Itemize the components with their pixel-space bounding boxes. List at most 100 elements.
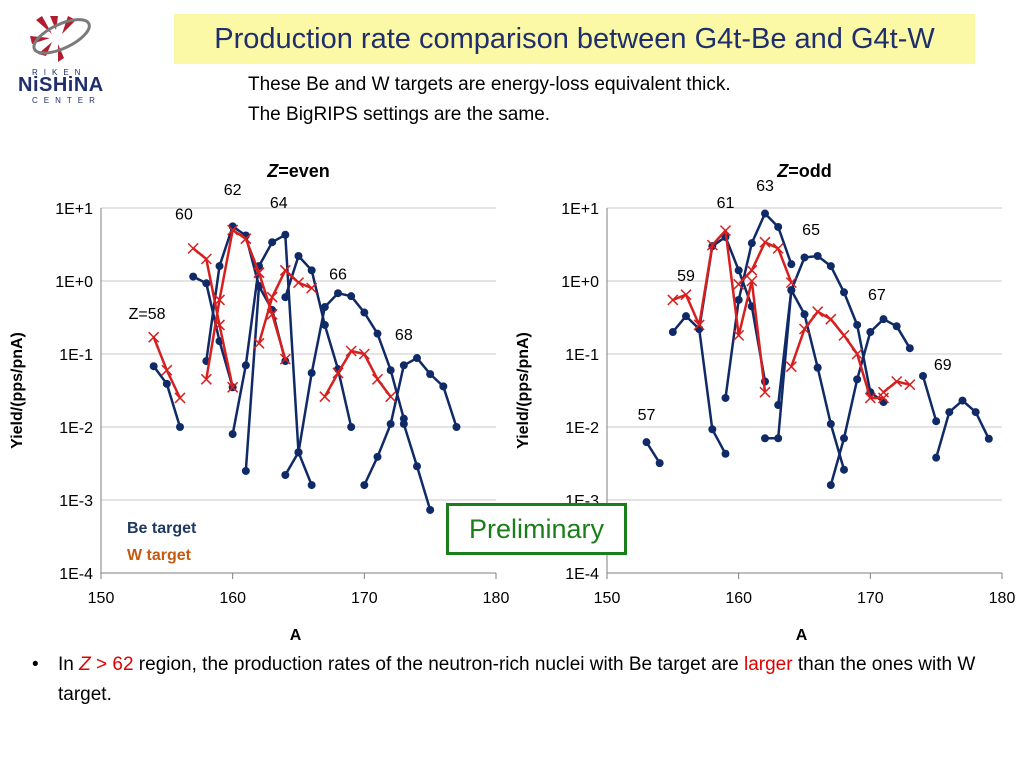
w-marker-stroke bbox=[345, 345, 357, 357]
w-data-point bbox=[719, 225, 732, 237]
be-data-point bbox=[373, 329, 382, 338]
be-data-point bbox=[840, 434, 848, 443]
w-data-point bbox=[706, 239, 718, 251]
be-data-point bbox=[840, 288, 848, 297]
w-marker-stroke bbox=[680, 289, 692, 301]
be-series-line bbox=[297, 451, 313, 486]
w-data-point bbox=[358, 348, 370, 360]
w-data-point bbox=[292, 277, 305, 289]
x-axis-title: A bbox=[290, 627, 302, 644]
be-data-point bbox=[176, 423, 184, 431]
be-data-point bbox=[826, 419, 835, 428]
be-data-point bbox=[945, 408, 954, 417]
be-data-point bbox=[426, 505, 435, 514]
w-marker-stroke bbox=[693, 319, 705, 331]
w-marker-stroke bbox=[785, 361, 797, 373]
isotope-z-label: 64 bbox=[270, 195, 288, 212]
be-data-point bbox=[721, 393, 730, 402]
w-data-point bbox=[693, 319, 705, 331]
w-marker-stroke bbox=[667, 294, 679, 306]
x-tick-label: 170 bbox=[351, 590, 378, 607]
legend-w-target: W target bbox=[127, 547, 192, 564]
w-data-point bbox=[240, 233, 252, 245]
w-marker-stroke bbox=[279, 353, 291, 365]
logo-top-text: RIKEN bbox=[32, 68, 87, 77]
be-series-line bbox=[921, 375, 938, 422]
subtitle-line-1: These Be and W targets are energy-loss e… bbox=[248, 74, 731, 95]
w-data-point bbox=[733, 329, 745, 341]
bullet-highlight: larger bbox=[744, 654, 793, 675]
x-tick-label: 180 bbox=[483, 590, 510, 607]
w-marker-stroke bbox=[161, 364, 173, 376]
w-data-point bbox=[680, 289, 692, 301]
be-data-point bbox=[813, 363, 822, 372]
w-data-point bbox=[227, 224, 239, 236]
isotope-z-label: 67 bbox=[868, 287, 886, 304]
chart-title: Z=even bbox=[266, 161, 330, 181]
x-tick-label: 180 bbox=[989, 590, 1016, 607]
y-tick-label: 1E+0 bbox=[55, 274, 93, 291]
y-tick-label: 1E+0 bbox=[561, 274, 599, 291]
be-data-point bbox=[241, 466, 250, 475]
y-tick-label: 1E-4 bbox=[59, 566, 93, 583]
be-series-line bbox=[671, 314, 727, 455]
w-marker-stroke bbox=[891, 375, 903, 388]
w-marker-stroke bbox=[174, 392, 186, 404]
be-data-point bbox=[413, 354, 421, 363]
be-data-point bbox=[734, 266, 743, 275]
bullet-cond: > 62 bbox=[90, 654, 134, 675]
be-data-point bbox=[189, 272, 198, 281]
y-axis-title: Yield/(pps/pnA) bbox=[515, 332, 532, 449]
w-marker-stroke bbox=[746, 264, 758, 276]
be-data-point bbox=[747, 239, 756, 248]
y-tick-label: 1E-1 bbox=[565, 347, 599, 364]
w-marker-stroke bbox=[227, 224, 239, 236]
x-axis-title: A bbox=[796, 627, 808, 644]
be-data-point bbox=[826, 481, 835, 490]
chart-title-italic: Z bbox=[776, 161, 789, 181]
be-data-point bbox=[294, 448, 303, 457]
y-tick-label: 1E+1 bbox=[55, 201, 93, 218]
be-data-point bbox=[334, 289, 342, 298]
w-marker-stroke bbox=[904, 379, 916, 391]
w-data-point bbox=[200, 253, 212, 265]
w-marker-stroke bbox=[266, 308, 278, 320]
be-data-point bbox=[655, 459, 664, 468]
be-data-point bbox=[761, 209, 769, 218]
be-data-point bbox=[386, 366, 395, 375]
be-data-point bbox=[413, 462, 421, 471]
y-tick-label: 1E-2 bbox=[59, 420, 93, 437]
be-data-point bbox=[360, 481, 369, 490]
be-data-point bbox=[932, 453, 941, 462]
w-marker-stroke bbox=[253, 267, 265, 279]
w-data-point bbox=[812, 306, 824, 318]
be-data-point bbox=[787, 260, 796, 269]
w-marker-stroke bbox=[200, 253, 212, 265]
be-data-point bbox=[721, 449, 730, 458]
w-marker-stroke bbox=[227, 381, 239, 393]
be-data-point bbox=[774, 222, 783, 231]
w-marker-stroke bbox=[213, 319, 226, 331]
w-data-point bbox=[864, 392, 876, 404]
be-series-line bbox=[829, 317, 911, 486]
be-data-point bbox=[360, 308, 369, 317]
w-marker-stroke bbox=[877, 386, 890, 398]
w-data-point bbox=[279, 264, 291, 276]
w-marker-stroke bbox=[759, 236, 771, 248]
be-data-point bbox=[971, 408, 980, 417]
be-data-point bbox=[439, 382, 448, 391]
legend-be-target: Be target bbox=[127, 520, 197, 537]
preliminary-badge: Preliminary bbox=[446, 503, 627, 555]
be-series-line bbox=[284, 254, 353, 428]
be-data-point bbox=[202, 279, 211, 288]
be-data-point bbox=[800, 310, 809, 319]
chart-title-rest: =odd bbox=[788, 161, 832, 181]
bullet-text: In Z > 62 region, the production rates o… bbox=[58, 650, 988, 710]
be-data-point bbox=[241, 361, 250, 370]
y-tick-label: 1E-1 bbox=[59, 347, 93, 364]
be-data-point bbox=[281, 471, 290, 480]
w-data-point bbox=[279, 353, 291, 365]
w-series-line bbox=[152, 336, 182, 399]
w-series-line bbox=[672, 229, 767, 393]
be-data-point bbox=[294, 252, 303, 261]
